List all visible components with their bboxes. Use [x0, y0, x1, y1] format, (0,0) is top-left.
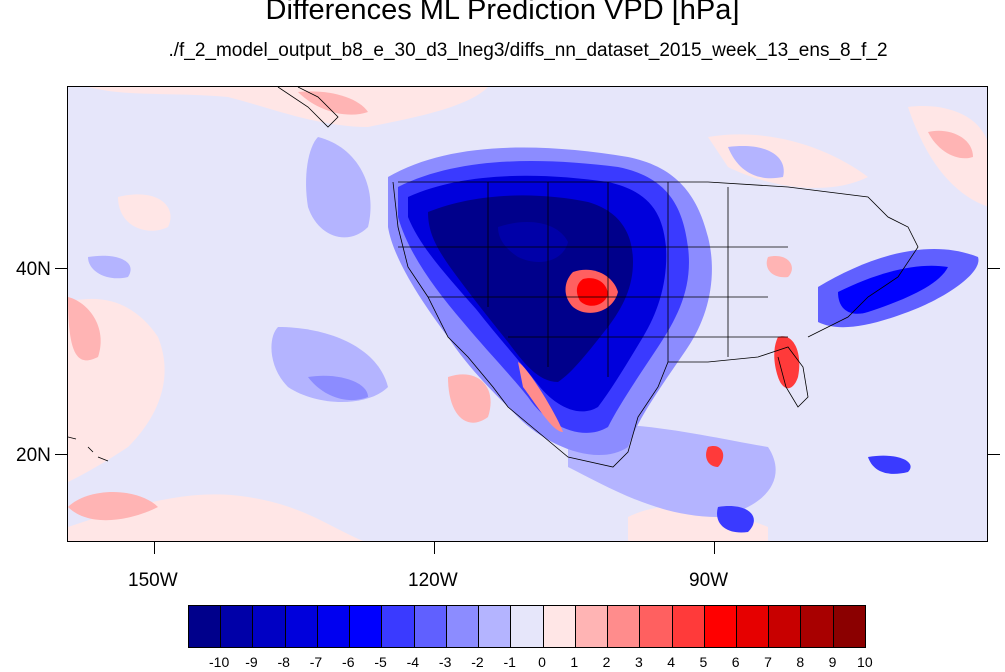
colorbar-label: 7 — [764, 654, 772, 670]
colorbar-swatch — [221, 606, 254, 647]
map-field — [68, 87, 987, 541]
eastern-us-anomaly — [818, 248, 979, 328]
colorbar-label: 1 — [570, 654, 579, 670]
plot-title: Differences ML Prediction VPD [hPa] — [265, 0, 740, 26]
colorbar-label: -9 — [245, 654, 258, 670]
map-panel — [67, 86, 988, 542]
y-tick-mark — [55, 268, 67, 269]
colorbar-label: -3 — [438, 654, 452, 670]
colorbar-swatch — [640, 606, 673, 647]
colorbar-swatch — [575, 606, 609, 647]
plot-subtitle: ./f_2_model_output_b8_e_30_d3_lneg3/diff… — [168, 40, 888, 61]
x-tick-mark — [154, 542, 155, 554]
colorbar — [188, 605, 866, 648]
coastlines — [68, 87, 919, 468]
colorbar-label: -10 — [209, 654, 230, 670]
colorbar-swatch — [801, 606, 834, 647]
colorbar-label: 3 — [634, 654, 643, 670]
x-tick-label: 120W — [408, 570, 458, 591]
colorbar-swatch — [285, 606, 318, 647]
colorbar-swatch — [543, 606, 576, 647]
colorbar-swatch — [317, 606, 351, 647]
colorbar-swatch — [704, 606, 737, 647]
colorbar-swatch — [736, 606, 770, 647]
colorbar-label: 6 — [731, 654, 740, 670]
colorbar-swatch — [608, 606, 641, 647]
colorbar-label: -1 — [503, 654, 516, 670]
colorbar-label: 9 — [828, 654, 837, 670]
colorbar-swatch — [382, 606, 415, 647]
positive-anomaly-patches — [68, 87, 987, 541]
colorbar-label: -2 — [471, 654, 484, 670]
colorbar-label: 0 — [538, 654, 546, 670]
colorbar-swatch — [769, 606, 802, 647]
colorbar-swatch — [414, 606, 447, 647]
colorbar-label: -5 — [374, 654, 387, 670]
colorbar-swatch — [511, 606, 544, 647]
colorbar-label: 4 — [667, 654, 676, 670]
colorbar-label: -8 — [277, 654, 290, 670]
x-tick-mark — [434, 542, 435, 554]
y-tick-mark — [988, 454, 1000, 455]
colorbar-label: 8 — [796, 654, 805, 670]
colorbar-label: 10 — [857, 654, 873, 670]
y-tick-label: 20N — [16, 445, 51, 466]
x-tick-label: 90W — [689, 570, 729, 591]
y-tick-mark — [988, 268, 1000, 269]
y-tick-mark — [55, 454, 67, 455]
x-tick-mark — [714, 542, 715, 554]
colorbar-swatch — [446, 606, 480, 647]
western-us-anomaly — [388, 147, 712, 456]
colorbar-label: -7 — [309, 654, 323, 670]
colorbar-label: -4 — [406, 654, 420, 670]
colorbar-label: -6 — [342, 654, 355, 670]
colorbar-swatch — [672, 606, 705, 647]
colorbar-swatch — [833, 606, 865, 647]
colorbar-swatch — [189, 606, 222, 647]
colorbar-swatch — [253, 606, 286, 647]
colorbar-label: 5 — [699, 654, 708, 670]
colorbar-swatch — [350, 606, 383, 647]
colorbar-label: 2 — [602, 654, 611, 670]
x-tick-label: 150W — [128, 570, 178, 591]
y-tick-label: 40N — [16, 259, 51, 280]
colorbar-swatch — [479, 606, 512, 647]
